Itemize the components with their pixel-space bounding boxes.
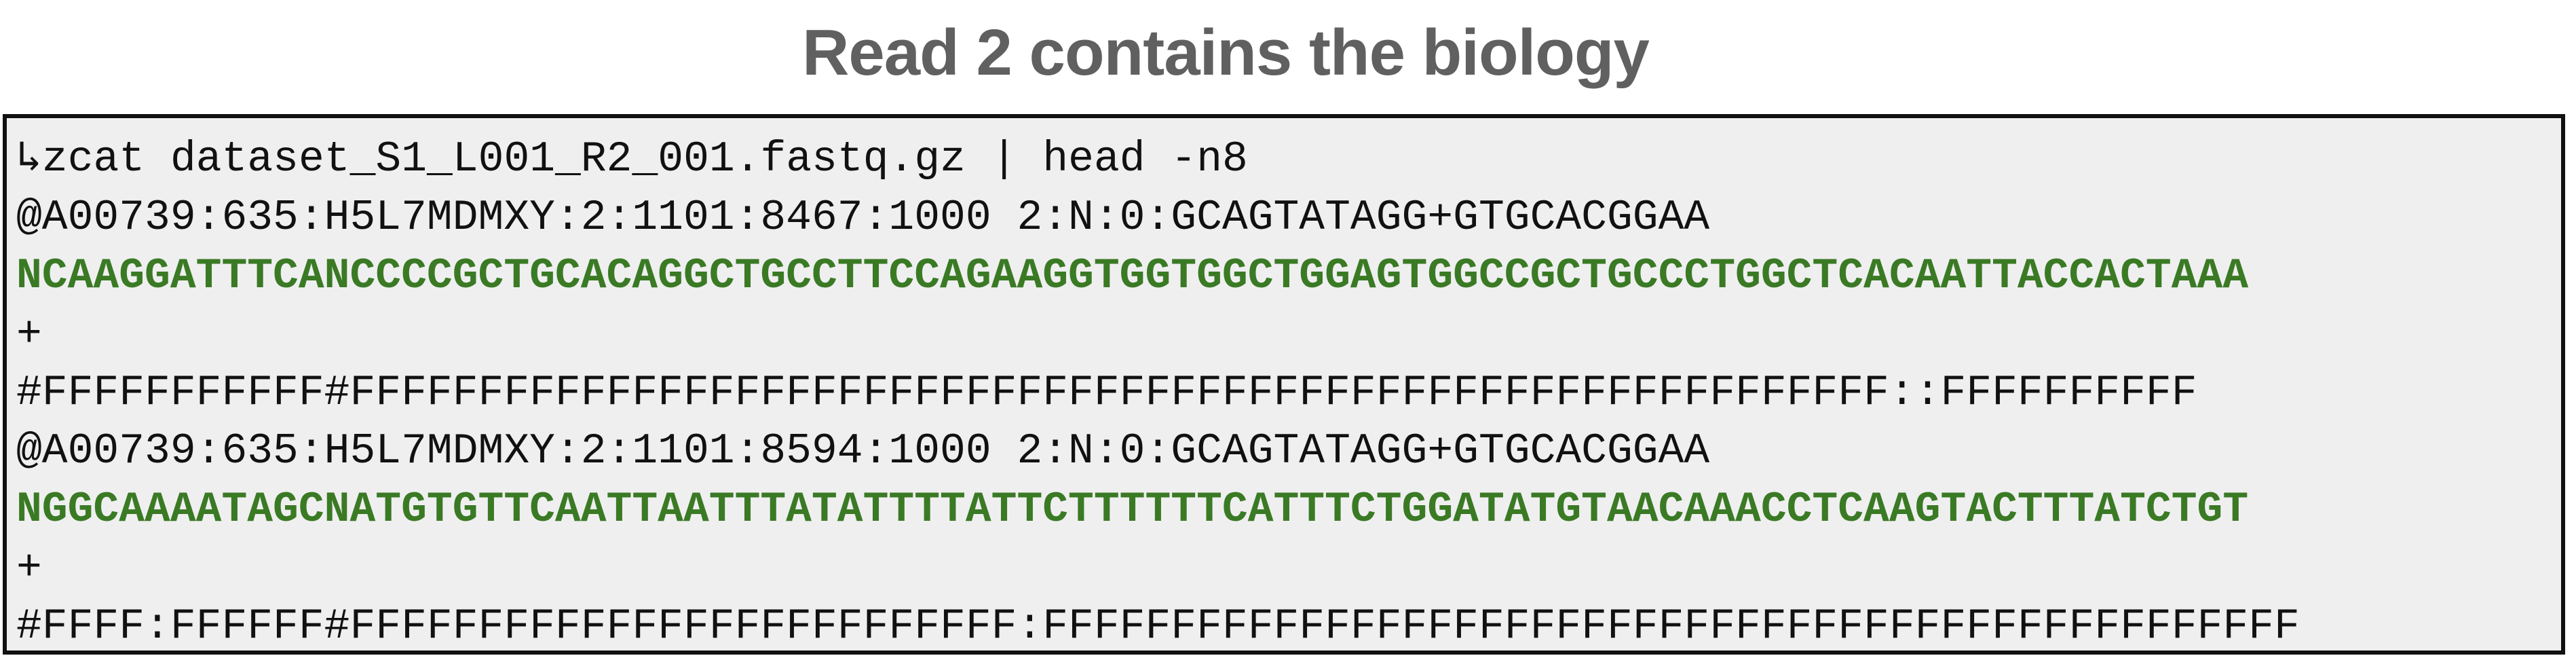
slide-title: Read 2 contains the biology: [802, 16, 1650, 89]
fastq-quality-line: #FFFFFFFFFFF#FFFFFFFFFFFFFFFFFFFFFFFFFFF…: [16, 369, 2197, 417]
fastq-sequence-line: NCAAGGATTTCANCCCCGCTGCACAGGCTGCCTTCCAGAA…: [16, 252, 2249, 300]
terminal-output: ↳zcat dataset_S1_L001_R2_001.fastq.gz | …: [3, 114, 2565, 655]
fastq-sequence-line: NGGCAAAATAGCNATGTGTTCAATTAATTTATATTTTATT…: [16, 485, 2249, 534]
fastq-header-line: @A00739:635:H5L7MDMXY:2:1101:8467:1000 2…: [16, 194, 1710, 242]
fastq-quality-line: #FFFF:FFFFFF#FFFFFFFFFFFFFFFFFFFFFFFFFF:…: [16, 602, 2300, 650]
terminal-command: ↳zcat dataset_S1_L001_R2_001.fastq.gz | …: [16, 135, 1248, 183]
fastq-header-line: @A00739:635:H5L7MDMXY:2:1101:8594:1000 2…: [16, 427, 1710, 475]
fastq-separator-line: +: [16, 544, 42, 592]
fastq-separator-line: +: [16, 310, 42, 359]
